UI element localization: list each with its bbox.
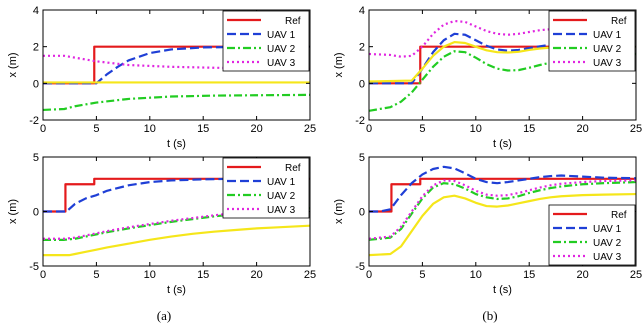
series-line-uav-2 <box>369 180 636 241</box>
y-tick-label: 2 <box>359 42 365 54</box>
x-axis-label: t (s) <box>493 284 512 296</box>
x-axis-label: t (s) <box>493 138 512 150</box>
y-tick-label: 0 <box>33 207 39 219</box>
y-tick-label: 2 <box>33 42 39 54</box>
legend-label: UAV 2 <box>267 191 296 202</box>
x-tick-label: 15 <box>197 123 209 135</box>
y-tick-label: -2 <box>355 115 365 127</box>
legend-label: UAV 3 <box>593 58 622 69</box>
y-tick-label: -5 <box>29 261 39 273</box>
legend-label: UAV 3 <box>267 205 296 216</box>
legend-label: UAV 2 <box>593 238 622 249</box>
y-tick-label: 0 <box>359 207 365 219</box>
series-line-uav-3 <box>43 206 310 240</box>
x-tick-label: 5 <box>419 269 425 281</box>
y-axis-label: x (m) <box>333 199 345 224</box>
legend-label: Ref <box>285 163 301 174</box>
x-tick-label: 25 <box>630 123 642 135</box>
x-tick-label: 10 <box>144 123 156 135</box>
legend-label: UAV 1 <box>267 177 296 188</box>
x-tick-label: 0 <box>40 123 46 135</box>
x-tick-label: 25 <box>304 269 316 281</box>
legend-label: UAV 3 <box>593 252 622 263</box>
legend: Ref UAV 1 UAV 2 UAV 3 <box>222 157 310 219</box>
series-line-uav-1 <box>369 165 636 213</box>
series-line-ref <box>369 177 636 213</box>
x-tick-label: 10 <box>470 269 482 281</box>
series-line-uav-3 <box>369 179 636 240</box>
x-tick-label: 5 <box>93 123 99 135</box>
series-line-uav-1 <box>369 32 636 85</box>
x-tick-label: 0 <box>366 269 372 281</box>
y-axis-label: x (m) <box>7 52 19 77</box>
y-tick-label: 4 <box>359 5 365 17</box>
x-tick-label: 20 <box>250 123 262 135</box>
series-line-uav-2 <box>369 50 636 112</box>
y-tick-label: 4 <box>33 5 39 17</box>
y-tick-label: 5 <box>359 152 365 164</box>
x-tick-label: 25 <box>630 269 642 281</box>
legend-label: Ref <box>611 210 627 221</box>
y-axis-label: x (m) <box>333 52 345 77</box>
caption-b: (b) <box>482 308 497 323</box>
x-axis-label: t (s) <box>167 284 186 296</box>
x-tick-label: 10 <box>470 123 482 135</box>
legend: Ref UAV 1 UAV 2 UAV 3 <box>548 204 636 266</box>
y-tick-label: -5 <box>355 261 365 273</box>
legend-label: UAV 3 <box>267 58 296 69</box>
legend-label: Ref <box>285 16 301 27</box>
x-tick-label: 10 <box>144 269 156 281</box>
x-axis-label: t (s) <box>167 138 186 150</box>
legend: Ref UAV 1 UAV 2 UAV 3 <box>222 10 310 72</box>
x-tick-label: 20 <box>250 269 262 281</box>
x-tick-label: 5 <box>93 269 99 281</box>
x-tick-label: 15 <box>523 123 535 135</box>
y-tick-label: 5 <box>33 152 39 164</box>
x-tick-label: 5 <box>419 123 425 135</box>
series-line-unlabeled-4 <box>43 224 310 257</box>
legend-label: UAV 1 <box>593 224 622 235</box>
y-tick-label: 0 <box>359 78 365 90</box>
y-axis-label: x (m) <box>7 199 19 224</box>
legend: Ref UAV 1 UAV 2 UAV 3 <box>548 10 636 72</box>
x-tick-label: 20 <box>576 123 588 135</box>
plot-frame <box>368 9 637 121</box>
caption-a: (a) <box>157 308 171 323</box>
legend-label: UAV 2 <box>267 44 296 55</box>
x-tick-label: 0 <box>366 123 372 135</box>
plot-frame <box>42 9 311 121</box>
legend-label: UAV 1 <box>593 30 622 41</box>
x-tick-label: 20 <box>576 269 588 281</box>
series-line-unlabeled-4 <box>369 192 636 257</box>
series-line-ref <box>369 45 636 85</box>
x-tick-label: 15 <box>197 269 209 281</box>
x-tick-label: 0 <box>40 269 46 281</box>
series-line-uav-2 <box>43 93 310 112</box>
y-tick-label: 0 <box>33 78 39 90</box>
legend-label: UAV 2 <box>593 44 622 55</box>
x-tick-label: 15 <box>523 269 535 281</box>
y-tick-label: -2 <box>29 115 39 127</box>
legend-label: Ref <box>611 16 627 27</box>
x-tick-label: 25 <box>304 123 316 135</box>
legend-label: UAV 1 <box>267 30 296 41</box>
